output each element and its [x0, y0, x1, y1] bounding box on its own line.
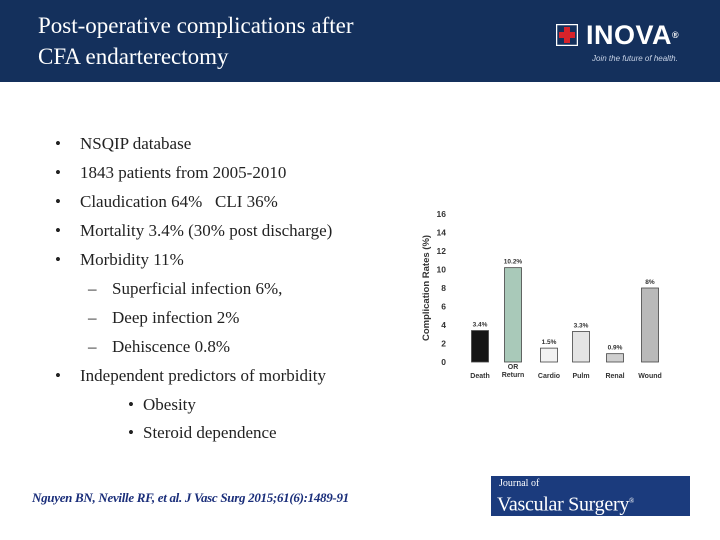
- bullet-independent-predictors: Independent predictors of morbidity: [80, 366, 326, 385]
- journal-logo-small-text: Journal of: [499, 478, 540, 489]
- citation[interactable]: Nguyen BN, Neville RF, et al. J Vasc Sur…: [32, 490, 349, 505]
- x-category-label: Renal: [605, 373, 624, 380]
- sub-bullet-superficial-infection: Superficial infection 6%,: [112, 279, 283, 298]
- bullet-marker: •: [55, 221, 61, 240]
- journal-logo-title: Vascular Surgery®: [497, 493, 635, 516]
- bar-value-label: 0.9%: [608, 345, 623, 352]
- inova-logo: INOVA® Join the future of health.: [556, 20, 690, 66]
- sub-bullet-marker: –: [88, 308, 97, 327]
- bullet-patients: 1843 patients from 2005-2010: [80, 163, 287, 182]
- y-tick-label: 10: [437, 265, 447, 275]
- x-category-label: Death: [470, 373, 489, 380]
- bar-pulm: [572, 331, 590, 363]
- sub-bullet-marker: •: [128, 423, 134, 442]
- bar-value-label: 3.4%: [473, 322, 488, 329]
- x-category-label: Return: [502, 372, 525, 379]
- sub-bullet-marker: –: [88, 279, 97, 298]
- bullet-marker: •: [55, 192, 61, 211]
- y-tick-label: 8: [441, 283, 446, 293]
- y-tick-label: 16: [437, 209, 447, 219]
- complication-rates-bar-chart: Complication Rates (%) 0 2 4 6 8 10 12 14 16 3.4% D…: [421, 209, 662, 380]
- y-tick-label: 6: [441, 302, 446, 312]
- slide-title-line-2: CFA endarterectomy: [38, 44, 229, 69]
- sub-bullet-steroid-dependence: Steroid dependence: [143, 423, 277, 442]
- bar-value-label: 10.2%: [504, 259, 523, 266]
- y-tick-label: 0: [441, 357, 446, 367]
- bullet-marker: •: [55, 134, 61, 153]
- bar-wound: [641, 287, 659, 363]
- inova-wordmark: INOVA®: [586, 20, 680, 50]
- x-category-label: Cardio: [538, 373, 560, 380]
- x-category-label: OR: [508, 364, 519, 371]
- slide-title-line-1: Post-operative complications after: [38, 13, 354, 38]
- journal-of-vascular-surgery-logo: Journal of Vascular Surgery®: [491, 476, 690, 516]
- inova-tagline: Join the future of health.: [592, 54, 678, 63]
- y-tick-label: 14: [437, 228, 447, 238]
- bar-renal: [606, 353, 624, 363]
- bar-or-return: [504, 267, 522, 363]
- inova-cross-icon: [556, 24, 578, 46]
- bullet-marker: •: [55, 250, 61, 269]
- slide-title: Post-operative complications after CFA e…: [38, 10, 354, 72]
- bar-value-label: 3.3%: [574, 322, 589, 329]
- x-category-label: Wound: [638, 373, 662, 380]
- y-tick-label: 4: [441, 320, 446, 330]
- bullet-morbidity: Morbidity 11%: [80, 250, 184, 269]
- bar-value-label: 8%: [645, 279, 655, 286]
- bullet-nsqip: NSQIP database: [80, 134, 192, 153]
- sub-bullet-obesity: Obesity: [143, 395, 196, 414]
- slide-header: Post-operative complications after CFA e…: [0, 0, 720, 82]
- sub-bullet-marker: –: [88, 337, 97, 356]
- bullet-marker: •: [55, 163, 61, 182]
- bar-death: [471, 330, 489, 363]
- sub-bullet-dehiscence: Dehiscence 0.8%: [112, 337, 231, 356]
- bar-cardio: [540, 347, 558, 363]
- y-tick-label: 12: [437, 246, 447, 256]
- bullet-claudication: Claudication 64% CLI 36%: [80, 192, 278, 211]
- y-tick-label: 2: [441, 339, 446, 349]
- bar-value-label: 1.5%: [542, 339, 557, 346]
- x-category-label: Pulm: [572, 373, 589, 380]
- sub-bullet-marker: •: [128, 395, 134, 414]
- bullet-marker: •: [55, 366, 61, 385]
- sub-bullet-deep-infection: Deep infection 2%: [112, 308, 240, 327]
- bullet-mortality: Mortality 3.4% (30% post discharge): [80, 221, 333, 240]
- y-axis-title: Complication Rates (%): [421, 235, 432, 341]
